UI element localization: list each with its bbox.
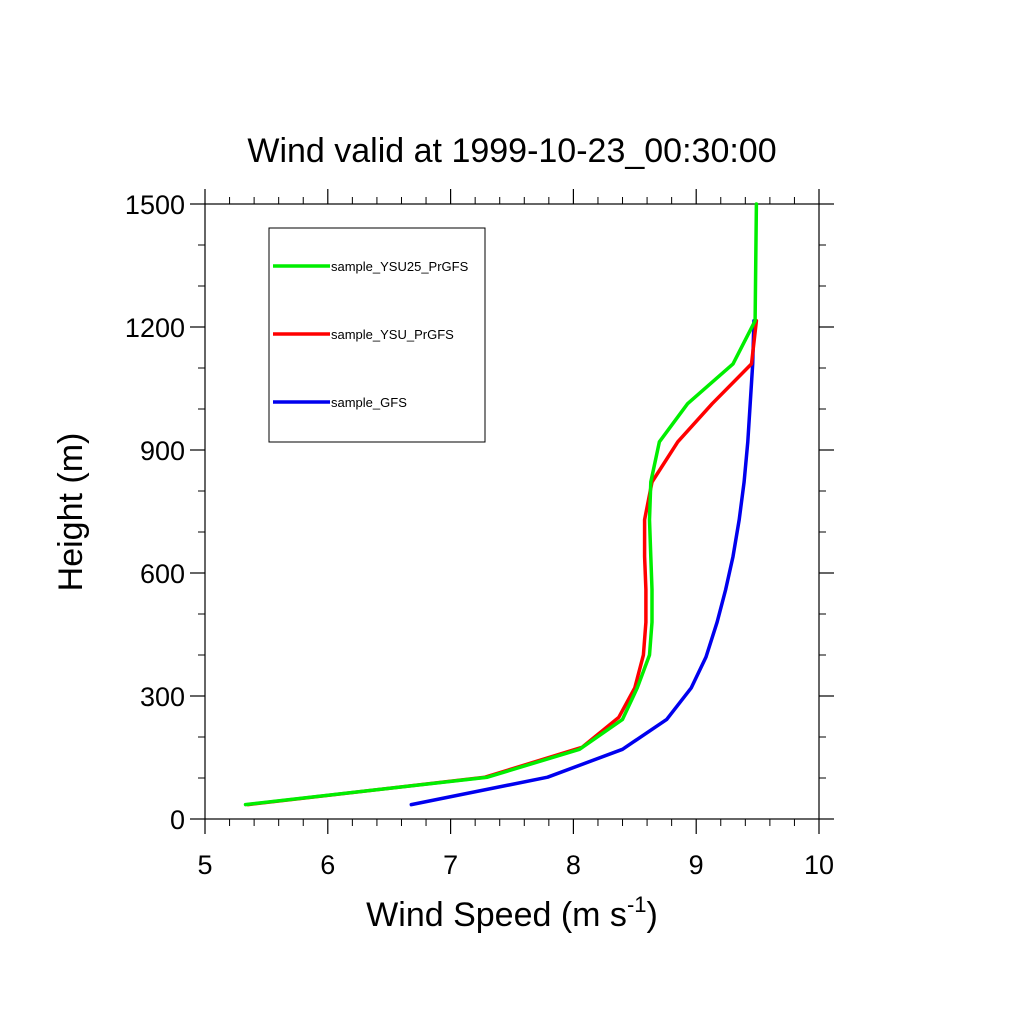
y-tick-label: 300 (140, 682, 185, 712)
x-axis-label-suffix: ) (647, 896, 658, 934)
x-axis-label-superscript: -1 (627, 892, 647, 917)
legend: sample_YSU25_PrGFS sample_YSU_PrGFSsample… (268, 227, 486, 443)
x-axis-label: Wind Speed (m s-1) (366, 892, 658, 934)
x-tick-label: 10 (804, 850, 834, 880)
y-tick-label: 0 (170, 805, 185, 835)
legend-label: sample_YSU25_PrGFS (331, 259, 469, 274)
ticks-layer: 5 6 7 8 9 10 0 300 600 900 1200 1500 (125, 189, 834, 880)
legend-label: sample_GFS (331, 395, 407, 410)
x-tick-label: 7 (443, 850, 458, 880)
plot-area (204, 203, 820, 820)
y-tick-label: 1500 (125, 190, 185, 220)
x-tick-label: 9 (689, 850, 704, 880)
plot-frame (204, 203, 820, 820)
y-tick-label: 600 (140, 559, 185, 589)
x-tick-label: 5 (197, 850, 212, 880)
legend-label: sample_YSU_PrGFS (331, 327, 454, 342)
series-line-sample_GFS (409, 319, 756, 807)
series-layer (243, 202, 759, 807)
chart-title: Wind valid at 1999-10-23_00:30:00 (247, 132, 776, 170)
x-tick-label: 6 (320, 850, 335, 880)
y-axis-label: Height (m) (52, 433, 90, 592)
x-tick-label: 8 (566, 850, 581, 880)
y-tick-label: 900 (140, 436, 185, 466)
series-line-sample_YSU25_PrGFS (243, 202, 759, 807)
x-axis-label-main: Wind Speed (m s (366, 896, 627, 934)
y-tick-label: 1200 (125, 313, 185, 343)
